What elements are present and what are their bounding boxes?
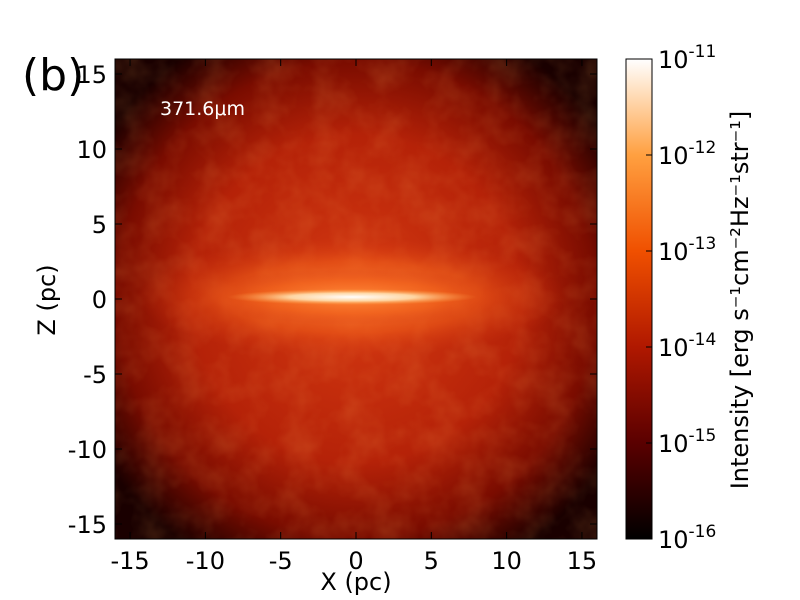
x-tick-label: 10 [491,547,522,575]
colorbar-tick-exponent: -14 [689,330,717,350]
y-tick-label: -15 [68,511,107,539]
colorbar-tick-label: 10-16 [658,522,716,554]
colorbar-tick-base: 10 [658,142,689,170]
colorbar-tick-exponent: -13 [689,234,717,254]
y-tick-label: 5 [92,211,107,239]
heatmap-image [115,59,597,539]
colorbar-tick-label: 10-14 [658,330,716,362]
x-tick-label: -5 [269,547,293,575]
y-axis-label: Z (pc) [33,264,61,335]
y-tick-label: 10 [76,136,107,164]
colorbar-tick-base: 10 [658,526,689,554]
y-tick-label: 15 [76,61,107,89]
colorbar-tick-label: 10-13 [658,234,716,266]
colorbar-tick-label: 10-15 [658,426,716,458]
colorbar-tick-label: 10-12 [658,138,716,170]
colorbar-tick-label: 10-11 [658,42,716,74]
x-tick-label: -15 [110,547,149,575]
colorbar [625,58,653,540]
colorbar-tick-base: 10 [658,46,689,74]
x-axis-label: X (pc) [320,568,391,596]
x-tick-label: 5 [424,547,439,575]
colorbar-tick-base: 10 [658,430,689,458]
x-tick-label: 0 [348,547,363,575]
colorbar-tick-base: 10 [658,238,689,266]
colorbar-tick-base: 10 [658,334,689,362]
x-axis: -15 -10 -5 0 5 10 15 [110,59,597,575]
wavelength-annotation: 371.6μm [160,98,245,120]
y-axis: 15 10 5 0 -5 -10 -15 [68,61,597,539]
colorbar-tick-exponent: -12 [689,138,717,158]
x-tick-label: -10 [186,547,225,575]
colorbar-tick-exponent: -15 [689,426,717,446]
panel-label: (b) [22,50,85,101]
colorbar-tick-exponent: -16 [689,522,717,542]
y-tick-label: -10 [68,436,107,464]
colorbar-tick-exponent: -11 [689,42,717,62]
y-tick-label: -5 [83,361,107,389]
x-tick-label: 15 [567,547,598,575]
y-tick-label: 0 [92,286,107,314]
colorbar-label: Intensity [erg s⁻¹cm⁻²Hz⁻¹str⁻¹] [726,111,754,490]
